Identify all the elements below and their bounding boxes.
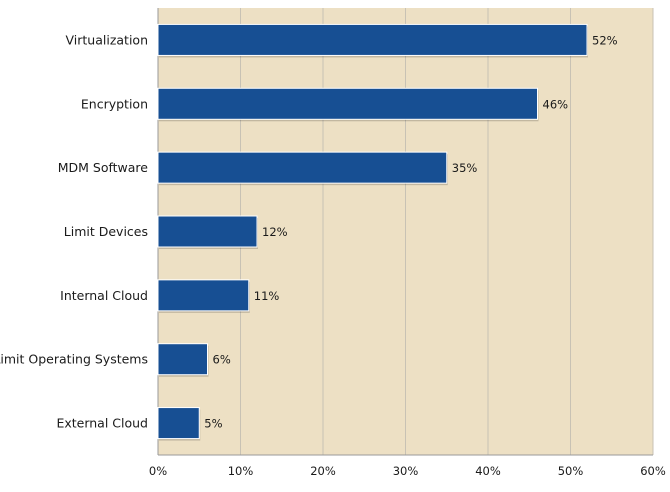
bar xyxy=(157,23,588,56)
x-tick-label: 30% xyxy=(393,464,419,478)
x-tick-label: 50% xyxy=(558,464,584,478)
gridlines xyxy=(157,8,654,456)
category-label: Limit Devices xyxy=(64,224,148,239)
bars xyxy=(157,23,588,441)
category-label: Encryption xyxy=(81,96,148,111)
x-tick-label: 20% xyxy=(310,464,336,478)
bar xyxy=(157,279,250,312)
bar xyxy=(157,215,258,248)
bar xyxy=(157,151,448,184)
bar xyxy=(157,343,208,376)
category-label: Limit Operating Systems xyxy=(0,352,148,367)
bar xyxy=(157,407,200,440)
value-label: 5% xyxy=(204,417,222,431)
x-tick-label: 40% xyxy=(475,464,501,478)
value-label: 35% xyxy=(452,161,478,175)
category-label: MDM Software xyxy=(58,160,149,175)
category-label: Virtualization xyxy=(66,32,148,47)
bar xyxy=(157,87,538,120)
category-label: External Cloud xyxy=(56,416,148,431)
value-label: 46% xyxy=(543,97,569,111)
value-label: 12% xyxy=(262,225,288,239)
x-tick-label: 0% xyxy=(149,464,167,478)
x-tick-label: 60% xyxy=(640,464,666,478)
value-label: 52% xyxy=(592,33,618,47)
category-label: Internal Cloud xyxy=(60,288,148,303)
value-label: 11% xyxy=(254,289,280,303)
value-label: 6% xyxy=(213,353,231,367)
labels: 0% 10% 20% 30% 40% 50% 60% Virtualization 52% Enc… xyxy=(0,32,666,478)
x-tick-label: 10% xyxy=(228,464,254,478)
